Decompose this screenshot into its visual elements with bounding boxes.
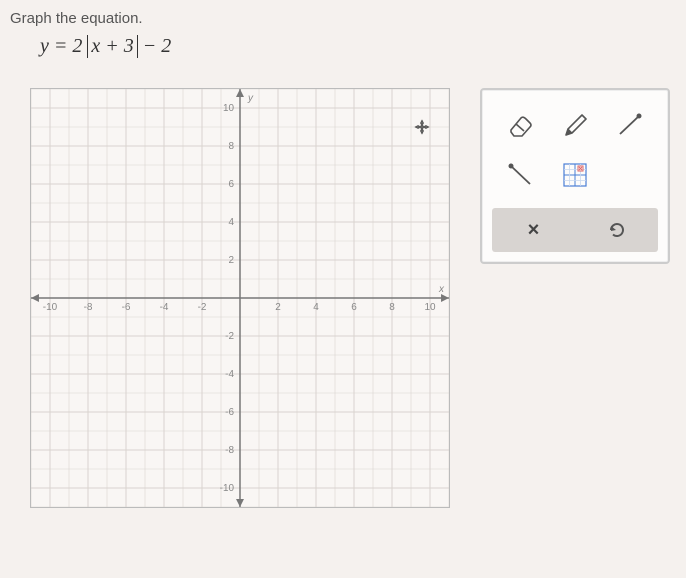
svg-text:10: 10 (223, 103, 235, 114)
grid-point-tool[interactable] (553, 155, 597, 195)
svg-text:-10: -10 (43, 302, 58, 313)
eq-suffix: − 2 (138, 35, 172, 57)
toolbox: × (480, 88, 670, 264)
segment-tool-1[interactable] (608, 105, 652, 145)
tool-row-1 (492, 100, 658, 150)
action-row: × (492, 208, 658, 252)
eq-prefix: y = 2 (40, 35, 87, 57)
svg-text:y: y (247, 93, 254, 104)
pencil-icon (560, 111, 590, 139)
segment-tool-2[interactable] (498, 155, 542, 195)
segment-dot-right-icon (615, 111, 645, 139)
eq-abs: x + 3 (87, 35, 137, 58)
svg-text:-10: -10 (220, 483, 235, 494)
svg-text:8: 8 (228, 141, 234, 152)
segment-dot-left-icon (505, 161, 535, 189)
eraser-tool[interactable] (498, 105, 542, 145)
graph-area[interactable]: -10-8-6-4-2246810-10-8-6-4-2246810xy (30, 88, 450, 508)
grid-point-icon (561, 161, 589, 189)
svg-text:x: x (438, 284, 445, 295)
tool-row-2 (492, 150, 658, 200)
svg-text:-4: -4 (160, 302, 169, 313)
svg-text:-6: -6 (122, 302, 131, 313)
svg-text:6: 6 (228, 179, 234, 190)
eraser-icon (505, 112, 535, 138)
svg-text:-4: -4 (225, 369, 234, 380)
svg-text:-6: -6 (225, 407, 234, 418)
svg-text:8: 8 (389, 302, 395, 313)
coordinate-grid[interactable]: -10-8-6-4-2246810-10-8-6-4-2246810xy (31, 89, 449, 507)
undo-button[interactable] (577, 212, 657, 248)
undo-icon (606, 219, 628, 241)
svg-text:-8: -8 (84, 302, 93, 313)
equation: y = 2 x + 3 − 2 (40, 35, 676, 58)
clear-button[interactable]: × (494, 212, 574, 248)
svg-text:-8: -8 (225, 445, 234, 456)
svg-text:4: 4 (228, 217, 234, 228)
svg-text:4: 4 (313, 302, 319, 313)
svg-text:2: 2 (275, 302, 281, 313)
svg-text:-2: -2 (225, 331, 234, 342)
close-icon: × (528, 219, 540, 242)
pencil-tool[interactable] (553, 105, 597, 145)
svg-text:10: 10 (424, 302, 436, 313)
svg-text:-2: -2 (198, 302, 207, 313)
svg-text:6: 6 (351, 302, 357, 313)
svg-text:2: 2 (228, 255, 234, 266)
prompt-text: Graph the equation. (10, 10, 676, 27)
